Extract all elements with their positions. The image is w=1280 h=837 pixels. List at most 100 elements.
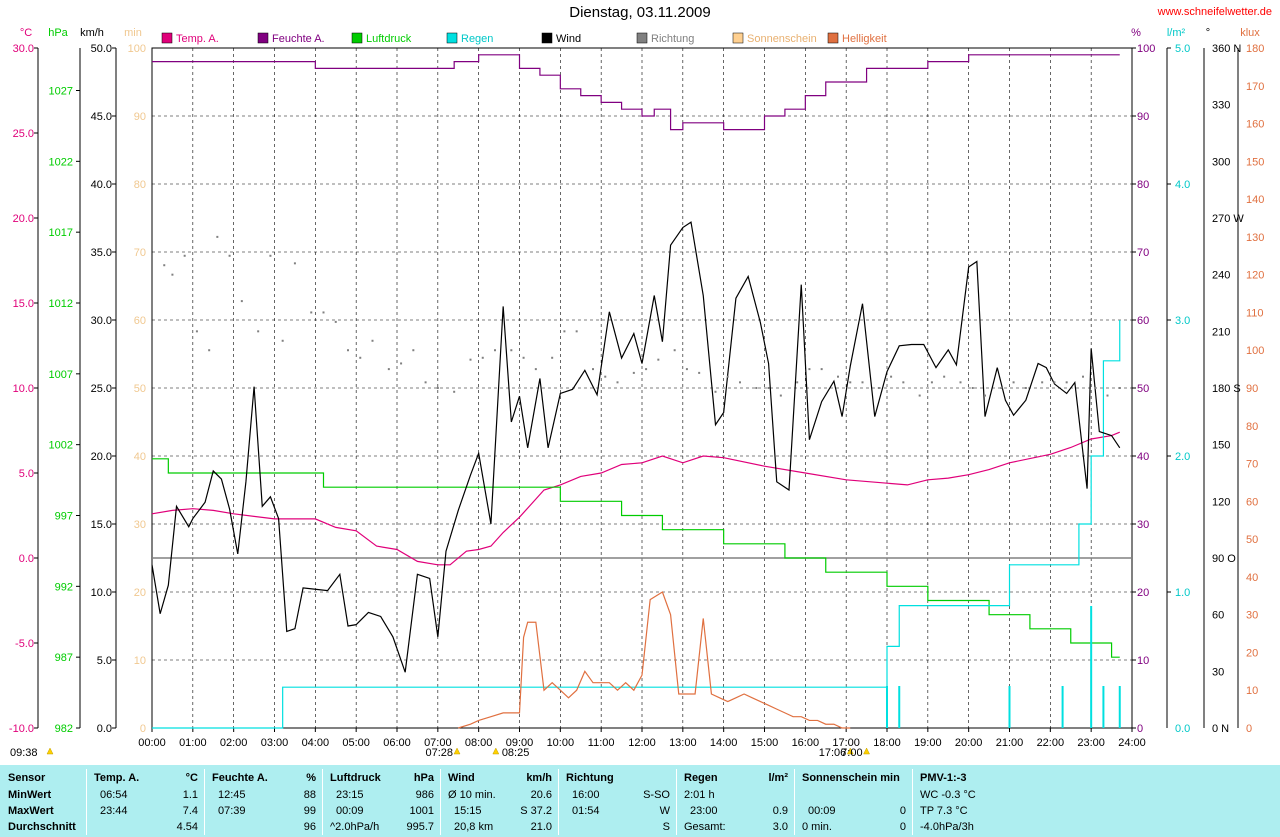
rain-tick-label: 0.0 bbox=[1175, 723, 1190, 735]
sunmin-tick-label: 10 bbox=[134, 655, 146, 667]
lux-tick-label: 60 bbox=[1246, 496, 1258, 508]
summary-col-sunshine: Sonnenschein min 00:09 0 0 min. 0 bbox=[796, 769, 913, 835]
website-link[interactable]: www.schneifelwetter.de bbox=[1157, 6, 1272, 18]
direction-point bbox=[208, 349, 211, 352]
series-line-wind bbox=[151, 221, 1121, 673]
pmv-avg-text: -4.0hPa/3h bbox=[920, 821, 974, 833]
time-tick-label: 09:00 bbox=[506, 737, 534, 749]
time-tick-label: 24:00 bbox=[1118, 737, 1146, 749]
rain-header: Regen bbox=[684, 772, 718, 784]
summary-col-rain: Regen l/m² 2:01 h 23:00 0.9 Gesamt: 3.0 bbox=[678, 769, 795, 835]
legend-label: Helligkeit bbox=[842, 33, 887, 45]
time-tick-label: 19:00 bbox=[914, 737, 942, 749]
direction-point bbox=[698, 371, 701, 374]
humidity-min-time: 12:45 bbox=[218, 789, 246, 801]
direction-point bbox=[877, 387, 880, 389]
legend-swatch bbox=[161, 32, 173, 44]
row-label-avg: Durchschnitt bbox=[8, 821, 76, 833]
pressure-max-val: 1001 bbox=[409, 805, 434, 817]
humidity-tick-label: 30 bbox=[1137, 519, 1149, 531]
direction-point bbox=[739, 381, 741, 384]
direction-point bbox=[412, 349, 415, 352]
time-tick-label: 21:00 bbox=[996, 737, 1024, 749]
pressure-avg-val: 995.7 bbox=[406, 821, 434, 833]
legend-label: Sonnenschein bbox=[747, 33, 817, 45]
direction-point bbox=[685, 368, 688, 371]
direction-tick-label: 60 bbox=[1212, 610, 1224, 622]
direction-point bbox=[347, 349, 349, 352]
humidity-tick-label: 0 bbox=[1137, 723, 1143, 735]
pressure-tick-label: 1012 bbox=[49, 298, 73, 310]
lux-tick-label: 80 bbox=[1246, 421, 1258, 433]
direction-point bbox=[1065, 381, 1068, 384]
direction-point bbox=[1106, 394, 1109, 397]
legend-label: Wind bbox=[556, 33, 581, 45]
sun-marker-icon bbox=[46, 747, 54, 755]
pressure-tick-label: 1007 bbox=[49, 369, 73, 381]
direction-point bbox=[436, 387, 439, 389]
lux-tick-label: 20 bbox=[1246, 647, 1258, 659]
humidity-max-val: 99 bbox=[303, 805, 316, 817]
direction-tick-label: 270 W bbox=[1212, 213, 1244, 225]
lux-tick-label: 100 bbox=[1246, 345, 1264, 357]
time-tick-label: 12:00 bbox=[628, 737, 656, 749]
sunshine-max-val: 0 bbox=[899, 805, 906, 817]
direction-point bbox=[890, 375, 893, 378]
legend-label: Regen bbox=[461, 33, 493, 45]
sunshine-avg-val: 0 bbox=[899, 821, 906, 833]
humidity-axis-unit: % bbox=[1131, 27, 1141, 39]
rain-min-time: 2:01 h bbox=[684, 789, 715, 801]
direction-point bbox=[310, 311, 313, 314]
direction-avg-val: S bbox=[662, 821, 670, 833]
direction-point bbox=[959, 381, 962, 384]
sunshine-header: Sonnenschein min bbox=[802, 772, 900, 784]
pressure-min-time: 23:15 bbox=[336, 789, 364, 801]
direction-point bbox=[616, 381, 619, 384]
direction-tick-label: 300 bbox=[1212, 156, 1230, 168]
time-tick-label: 16:00 bbox=[792, 737, 820, 749]
series-line-feuchte-a- bbox=[152, 54, 1120, 131]
time-tick-label: 11:00 bbox=[588, 737, 615, 749]
humidity-tick-label: 60 bbox=[1137, 315, 1149, 327]
wind-axis-unit: km/h bbox=[80, 27, 104, 39]
summary-table: Sensor MinWert MaxWert Durchschnitt Temp… bbox=[0, 765, 1280, 837]
time-tick-label: 01:00 bbox=[179, 737, 207, 749]
lux-tick-label: 180 bbox=[1246, 43, 1264, 55]
direction-point bbox=[269, 254, 272, 257]
temp-tick-label: 25.0 bbox=[13, 128, 34, 140]
pressure-avg-label: ^2.0hPa/h bbox=[330, 821, 380, 833]
direction-point bbox=[714, 390, 717, 393]
rain-tick-label: 3.0 bbox=[1175, 315, 1190, 327]
sunmin-tick-label: 30 bbox=[134, 519, 146, 531]
wind-max-val: S 37.2 bbox=[520, 805, 552, 817]
pressure-axis-unit: hPa bbox=[48, 27, 68, 39]
rain-avg-val: 3.0 bbox=[772, 821, 788, 833]
legend-label: Feuchte A. bbox=[272, 33, 325, 45]
direction-point bbox=[930, 381, 933, 384]
sunmin-tick-label: 70 bbox=[134, 247, 146, 259]
temp-tick-label: 10.0 bbox=[13, 383, 34, 395]
wind-tick-label: 25.0 bbox=[91, 383, 112, 395]
temp-tick-label: 0.0 bbox=[19, 553, 34, 565]
lux-tick-label: 10 bbox=[1246, 685, 1258, 697]
direction-min-val: S-SO bbox=[643, 789, 670, 801]
time-tick-label: 18:00 bbox=[873, 737, 901, 749]
rain-axis-unit: l/m² bbox=[1167, 27, 1186, 39]
humidity-tick-label: 40 bbox=[1137, 451, 1149, 463]
legend-swatch bbox=[732, 32, 744, 44]
summary-col-wind: Wind km/h Ø 10 min. 20.6 15:15 S 37.2 20… bbox=[442, 769, 559, 835]
legend-swatch bbox=[446, 32, 458, 44]
direction-point bbox=[1118, 387, 1121, 389]
direction-tick-label: 210 bbox=[1212, 326, 1230, 338]
time-tick-label: 03:00 bbox=[261, 737, 289, 749]
time-marker-label: 7:00 bbox=[841, 747, 862, 759]
direction-point bbox=[195, 330, 198, 333]
rain-tick-label: 2.0 bbox=[1175, 451, 1190, 463]
temp-tick-label: 5.0 bbox=[19, 468, 34, 480]
sunmin-tick-label: 20 bbox=[134, 587, 146, 599]
direction-min-time: 16:00 bbox=[572, 789, 600, 801]
direction-point bbox=[657, 358, 660, 361]
direction-point bbox=[726, 375, 729, 378]
lux-tick-label: 120 bbox=[1246, 270, 1264, 282]
pressure-tick-label: 1022 bbox=[49, 156, 73, 168]
